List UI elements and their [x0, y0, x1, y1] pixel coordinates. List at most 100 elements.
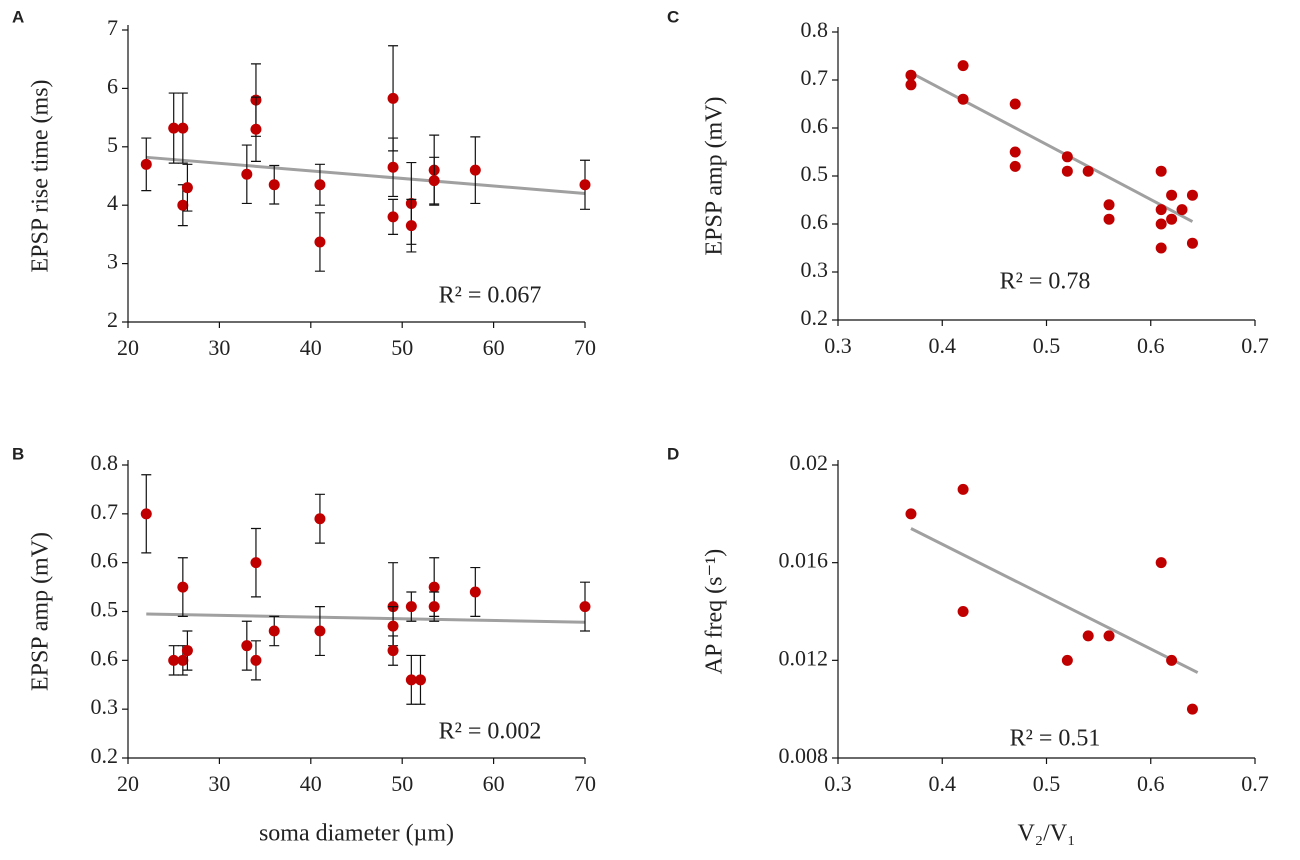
trendline	[146, 155, 586, 196]
trendline	[146, 612, 586, 624]
point	[387, 211, 399, 223]
annotation: R² = 0.002	[439, 719, 542, 745]
y-tick-label: 4	[107, 190, 118, 215]
x-tick-label: 0.6	[1137, 771, 1165, 796]
point	[140, 158, 152, 170]
x-tick-label: 50	[391, 771, 413, 796]
point	[250, 654, 262, 666]
x-tick-label: 0.4	[929, 333, 957, 358]
point	[405, 674, 417, 686]
point	[1155, 242, 1167, 254]
point	[177, 122, 189, 134]
y-tick-label: 7	[107, 15, 118, 40]
y-tick-label: 0.02	[790, 450, 829, 475]
y-tick-label: 0.8	[91, 450, 119, 475]
point	[1061, 654, 1073, 666]
x-tick-label: 40	[300, 335, 322, 360]
y-tick-label: 0.3	[801, 257, 829, 282]
point	[387, 161, 399, 173]
x-tick-label: 0.5	[1033, 771, 1061, 796]
x-tick-label: 20	[117, 335, 139, 360]
point	[168, 654, 180, 666]
point	[905, 79, 917, 91]
y-tick-label: 3	[107, 249, 118, 274]
x-tick-label: 0.5	[1033, 333, 1061, 358]
point	[957, 606, 969, 617]
point	[140, 508, 152, 520]
y-axis-label: EPSP amp (mV)	[28, 532, 54, 691]
y-tick-label: 0.7	[801, 65, 829, 90]
point	[1103, 213, 1115, 225]
x-tick-label: 0.7	[1241, 771, 1269, 796]
point	[1186, 703, 1198, 715]
point	[1155, 557, 1167, 569]
point	[1061, 165, 1073, 177]
x-tick-label: 0.6	[1137, 333, 1165, 358]
y-tick-label: 0.7	[91, 499, 119, 524]
y-tick-label: 0.016	[779, 548, 829, 573]
x-tick-label: 0.4	[929, 771, 957, 796]
y-axis-label: AP freq (s⁻¹)	[702, 549, 728, 675]
point	[250, 123, 262, 135]
annotation: R² = 0.067	[439, 283, 542, 309]
point	[957, 60, 969, 72]
x-tick-label: 0.7	[1241, 333, 1269, 358]
point	[1166, 654, 1178, 666]
point	[428, 581, 440, 593]
x-tick-label: 0.3	[824, 333, 852, 358]
point	[314, 236, 326, 248]
point	[1082, 165, 1094, 177]
point	[1103, 199, 1115, 211]
y-axis-label: EPSP amp (mV)	[702, 96, 728, 255]
point	[1155, 204, 1167, 216]
x-tick-label: 40	[300, 771, 322, 796]
point	[181, 645, 193, 657]
point	[168, 122, 180, 134]
point	[250, 557, 262, 569]
y-tick-label: 6	[107, 73, 118, 98]
y-tick-label: 5	[107, 132, 118, 157]
x-tick-label: 30	[208, 771, 230, 796]
x-tick-label: 30	[208, 335, 230, 360]
y-tick-label: 0.6	[801, 209, 829, 234]
point	[314, 513, 326, 525]
point	[1061, 151, 1073, 163]
x-tick-label: 60	[483, 335, 505, 360]
point	[1176, 204, 1188, 216]
trendline	[910, 71, 1194, 223]
point	[1186, 237, 1198, 249]
annotation: R² = 0.78	[1000, 269, 1091, 295]
panel-label: D	[667, 444, 679, 463]
y-tick-label: 0.008	[779, 743, 829, 768]
y-tick-label: 0.5	[801, 161, 829, 186]
trendline	[910, 527, 1199, 674]
y-tick-label: 0.3	[91, 694, 119, 719]
point	[387, 645, 399, 657]
y-tick-label: 0.2	[801, 305, 829, 330]
point	[414, 674, 426, 686]
point	[177, 581, 189, 593]
point	[1155, 165, 1167, 177]
point	[405, 601, 417, 613]
point	[579, 601, 591, 613]
point	[1166, 189, 1178, 201]
y-tick-label: 0.5	[91, 597, 119, 622]
point	[957, 483, 969, 495]
point	[1009, 146, 1021, 158]
point	[177, 654, 189, 666]
x-tick-label: 70	[574, 771, 596, 796]
point	[405, 220, 417, 232]
point	[428, 175, 440, 187]
point	[469, 164, 481, 176]
point	[905, 508, 917, 520]
point	[469, 586, 481, 598]
point	[241, 640, 253, 652]
point	[579, 179, 591, 191]
panel-label: B	[12, 444, 24, 463]
x-tick-label: 0.3	[824, 771, 852, 796]
point	[1103, 630, 1115, 642]
point	[181, 182, 193, 194]
x-axis-label: soma diameter (µm)	[259, 821, 454, 847]
point	[177, 199, 189, 211]
annotation: R² = 0.51	[1010, 726, 1101, 752]
